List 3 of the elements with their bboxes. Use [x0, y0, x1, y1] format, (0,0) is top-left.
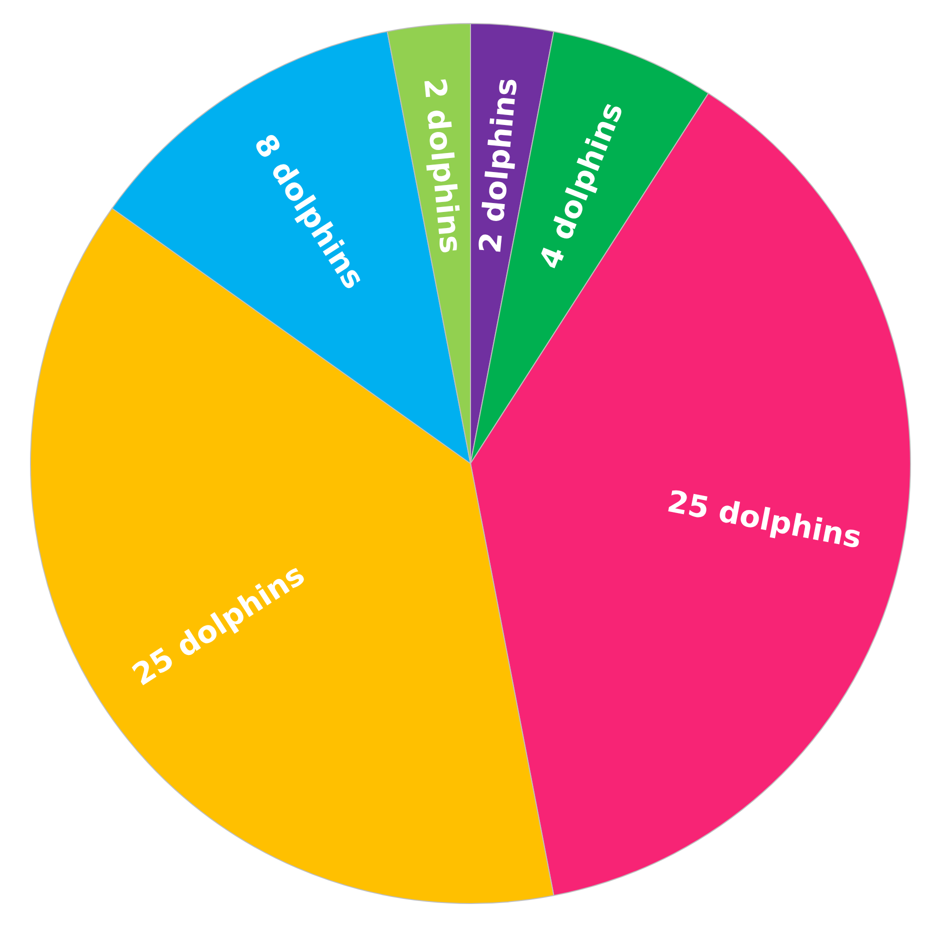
data-label: 2 dolphins — [416, 76, 468, 255]
data-label: 25 dolphins — [664, 484, 864, 556]
data-label: 2 dolphins — [473, 76, 525, 255]
